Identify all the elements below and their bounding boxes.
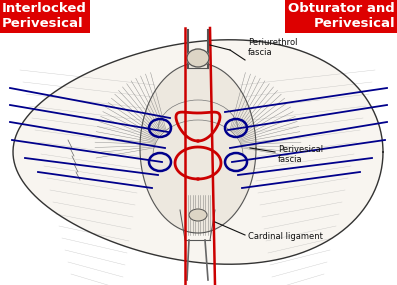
- Text: Periurethrol
fascia: Periurethrol fascia: [248, 38, 297, 57]
- Text: Cardinal ligament: Cardinal ligament: [248, 232, 323, 241]
- Polygon shape: [13, 40, 383, 264]
- Ellipse shape: [187, 49, 209, 67]
- Ellipse shape: [189, 209, 207, 221]
- Text: Interlocked
Perivesical: Interlocked Perivesical: [2, 2, 87, 30]
- Polygon shape: [140, 63, 256, 233]
- Text: Obturator and
Perivesical: Obturator and Perivesical: [288, 2, 395, 30]
- Text: Perivesical
fascia: Perivesical fascia: [278, 145, 323, 164]
